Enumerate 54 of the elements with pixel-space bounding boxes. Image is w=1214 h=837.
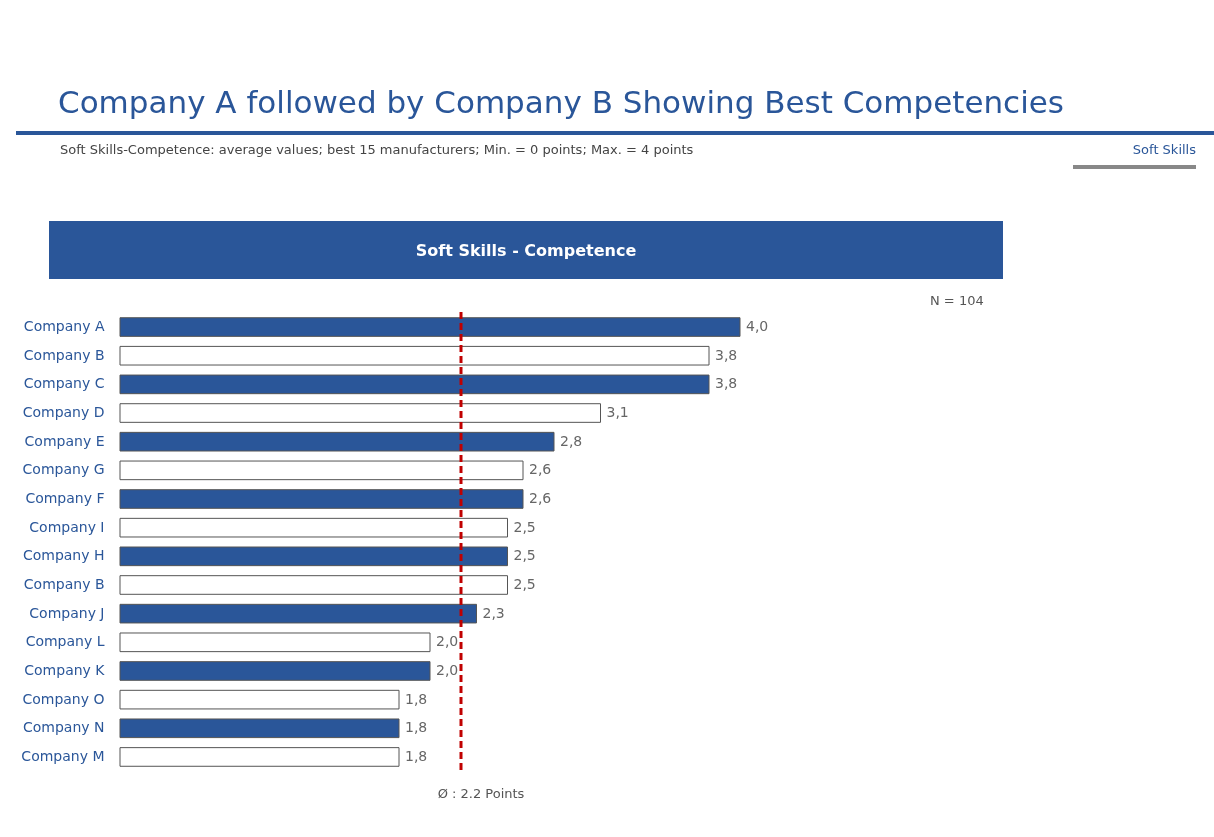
chart-title: Company A followed by Company B Showing Best Competencies <box>58 84 1065 120</box>
bar <box>119 345 710 366</box>
bar <box>119 689 400 710</box>
bar <box>119 431 555 452</box>
bar <box>119 661 431 681</box>
data-label: 3,8 <box>715 375 738 392</box>
chart-subtitle: Soft Skills-Competence: average values; best 15 manufacturers; Min. = 0 points; Max. = 4 points <box>60 142 694 157</box>
bar <box>119 403 601 423</box>
text: N = 104 <box>930 293 984 308</box>
y-tick-label: Company K <box>24 661 106 678</box>
bar <box>119 718 400 739</box>
data-label: 1,8 <box>405 747 428 764</box>
data-label: 3,8 <box>715 346 738 363</box>
y-tick-label: Company B <box>23 575 105 592</box>
bar <box>119 317 741 337</box>
bar <box>119 575 508 595</box>
text: Soft Skills - Competence <box>49 221 1003 279</box>
bar <box>119 374 710 395</box>
data-label: 3,1 <box>606 404 629 421</box>
bar <box>119 603 477 624</box>
y-tick-label: Company D <box>22 404 105 421</box>
y-tick-label: Company G <box>22 461 105 478</box>
y-tick-label: Company A <box>23 318 105 335</box>
data-label: 2,8 <box>560 432 583 449</box>
data-label: 2,5 <box>513 575 536 592</box>
y-tick-label: Company I <box>29 518 105 535</box>
bar <box>119 747 400 767</box>
bar <box>119 632 431 653</box>
y-tick-label: Company L <box>25 633 105 650</box>
bar <box>119 460 524 481</box>
bar <box>119 517 508 538</box>
text: Soft Skills <box>1072 142 1196 169</box>
y-tick-label: Company M <box>21 747 105 764</box>
bar <box>119 489 524 509</box>
data-label: 2,5 <box>513 547 536 564</box>
y-tick-label: Company J <box>29 604 105 621</box>
data-label: 2,0 <box>436 661 459 678</box>
data-label: 2,5 <box>513 518 536 535</box>
y-tick-label: Company F <box>25 490 105 507</box>
data-label: 4,0 <box>746 318 769 335</box>
y-tick-label: Company E <box>24 432 105 449</box>
bar <box>119 546 508 567</box>
data-label: 1,8 <box>405 719 428 736</box>
data-label: 2,3 <box>482 604 505 621</box>
ref-line-label: Ø : 2.2 Points <box>437 786 525 801</box>
data-label: 1,8 <box>405 690 428 707</box>
data-label: 2,6 <box>529 490 552 507</box>
y-tick-label: Company O <box>22 690 105 707</box>
y-tick-label: Company N <box>22 719 105 736</box>
y-tick-label: Company C <box>23 375 105 392</box>
data-label: 2,0 <box>436 633 459 650</box>
y-tick-label: Company B <box>23 346 105 363</box>
y-tick-label: Company H <box>22 547 105 564</box>
data-label: 2,6 <box>529 461 552 478</box>
